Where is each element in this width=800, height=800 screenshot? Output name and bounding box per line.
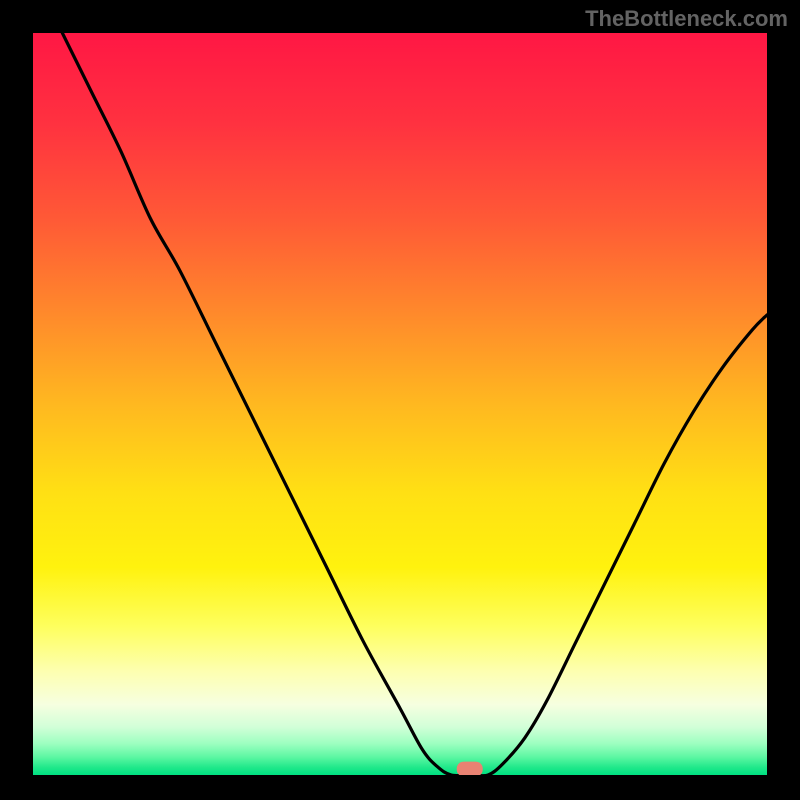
watermark-text: TheBottleneck.com bbox=[585, 6, 788, 32]
target-marker bbox=[457, 762, 483, 777]
chart-stage: TheBottleneck.com bbox=[0, 0, 800, 800]
bottleneck-chart-svg bbox=[0, 0, 800, 800]
plot-gradient-background bbox=[33, 33, 767, 775]
